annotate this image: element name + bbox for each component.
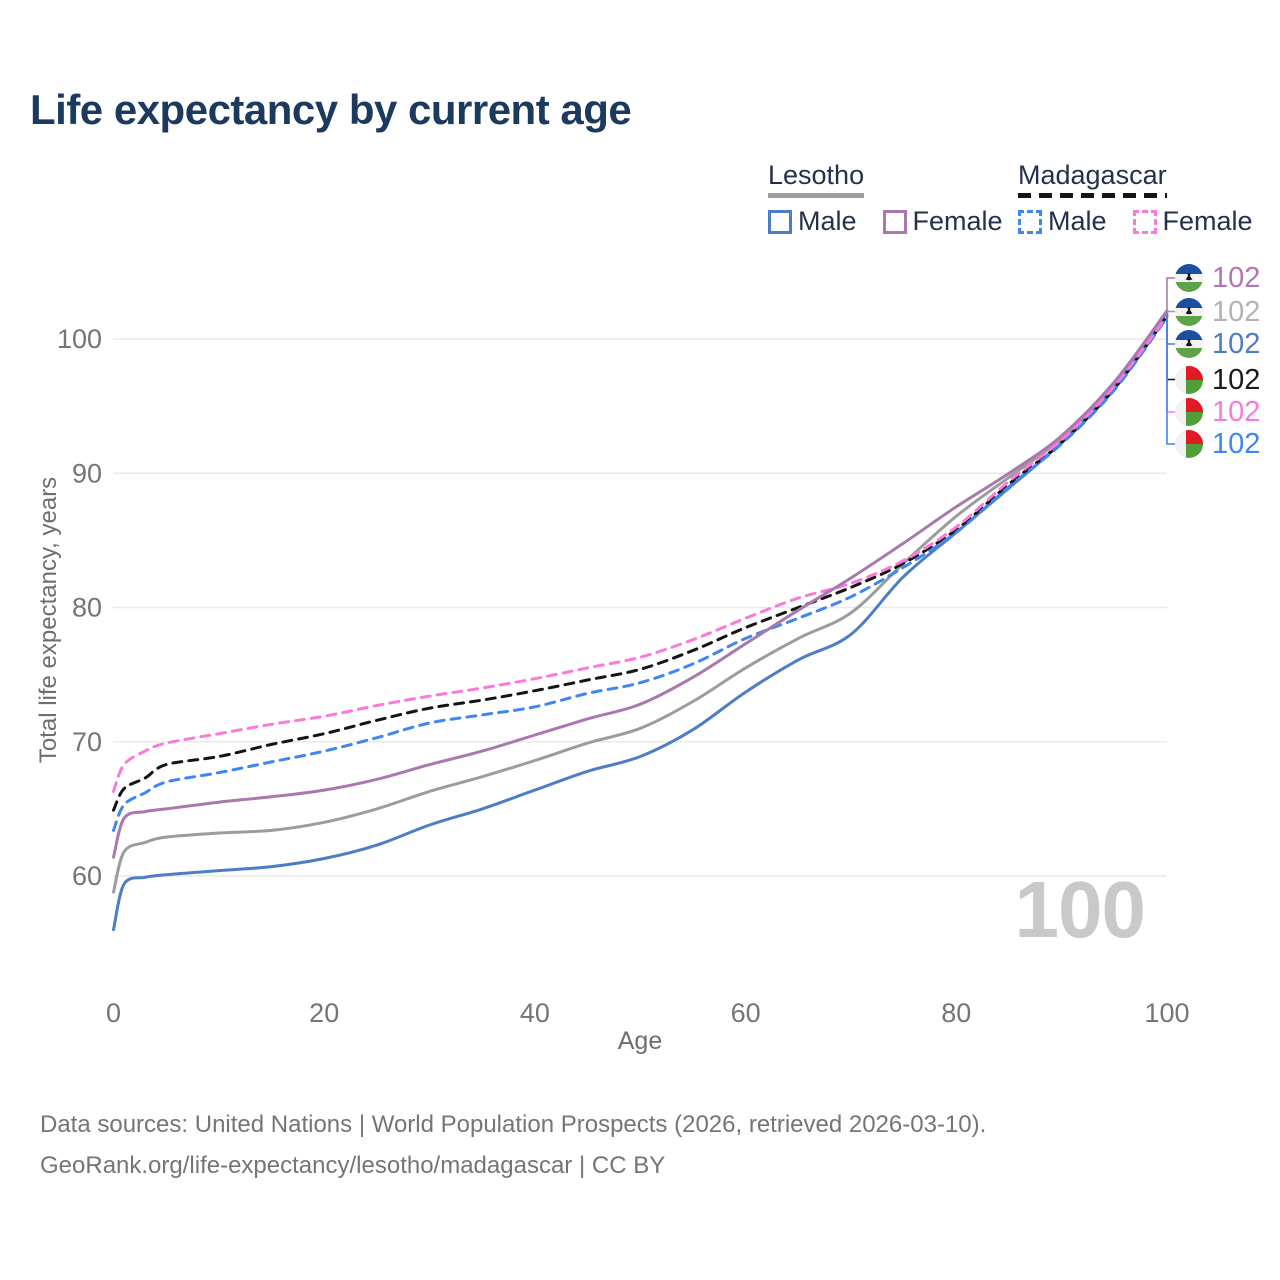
legend-item-label: Male bbox=[1048, 206, 1107, 236]
legend-country-label: Lesotho bbox=[768, 160, 865, 190]
legend-item-madagascar-male: Male bbox=[1018, 206, 1107, 237]
legend-item-madagascar-female: Female bbox=[1132, 206, 1253, 237]
y-tick-label: 80 bbox=[72, 593, 102, 623]
series-lines bbox=[112, 309, 1169, 932]
legend-group-madagascar: Madagascar Male Female bbox=[1018, 160, 1253, 237]
end-value: 102 bbox=[1212, 363, 1261, 396]
y-tick-label: 90 bbox=[72, 458, 102, 488]
madagascar-flag-icon bbox=[1175, 430, 1203, 458]
x-axis-tick-labels: 0 20 40 60 80 100 bbox=[106, 998, 1190, 1028]
series-end-label: 102 bbox=[1175, 295, 1261, 328]
lesotho-flag-icon bbox=[1175, 297, 1203, 326]
series-end-label: 102 bbox=[1175, 328, 1261, 360]
legend-item-lesotho-male: Male bbox=[768, 206, 857, 237]
legend-country-label: Madagascar bbox=[1018, 160, 1167, 190]
y-axis-tick-labels: 60 70 80 90 100 bbox=[57, 324, 102, 891]
lesotho-flag-icon bbox=[1175, 330, 1203, 358]
legend-group-lesotho: Lesotho Male Female bbox=[768, 160, 1003, 237]
legend-item-label: Female bbox=[1162, 206, 1253, 236]
end-value: 102 bbox=[1212, 262, 1261, 294]
legend-item-label: Male bbox=[798, 206, 857, 236]
x-tick-label: 0 bbox=[106, 998, 121, 1028]
y-tick-label: 60 bbox=[72, 861, 102, 891]
series-end-label: 102 bbox=[1175, 363, 1261, 396]
end-label-connector bbox=[1166, 277, 1176, 311]
series-end-label: 102 bbox=[1175, 262, 1261, 294]
end-value: 102 bbox=[1212, 295, 1261, 328]
footer: Data sources: United Nations | World Pop… bbox=[40, 1104, 986, 1186]
lesotho-flag-icon bbox=[1175, 264, 1203, 292]
attribution-line: GeoRank.org/life-expectancy/lesotho/mada… bbox=[40, 1152, 666, 1179]
legend-line-style-sample bbox=[768, 193, 864, 198]
end-value: 102 bbox=[1212, 428, 1261, 460]
series-line-madagascar-both-sexes bbox=[112, 314, 1169, 812]
x-tick-label: 40 bbox=[520, 998, 550, 1028]
legend-line-style-sample bbox=[1018, 193, 1167, 198]
series-line-madagascar-female bbox=[112, 314, 1169, 793]
x-tick-label: 20 bbox=[309, 998, 339, 1028]
legend-swatch-icon bbox=[882, 209, 907, 234]
madagascar-flag-icon bbox=[1175, 398, 1203, 426]
legend-swatch-icon bbox=[768, 209, 792, 234]
end-label-connectors bbox=[1166, 277, 1176, 445]
madagascar-flag-icon bbox=[1175, 365, 1203, 394]
legend-items: Male Female bbox=[768, 206, 1003, 237]
series-line-lesotho-male bbox=[112, 313, 1169, 932]
legend-item-lesotho-female: Female bbox=[882, 206, 1003, 237]
data-source-line: Data sources: United Nations | World Pop… bbox=[40, 1111, 987, 1138]
legend-swatch-icon bbox=[1132, 209, 1157, 234]
end-label-connector bbox=[1166, 310, 1176, 313]
series-end-label: 102 bbox=[1175, 396, 1261, 428]
x-axis-title: Age bbox=[618, 1027, 662, 1055]
x-tick-label: 100 bbox=[1144, 998, 1189, 1028]
y-axis-title: Total life expectancy, years bbox=[35, 477, 62, 763]
series-line-lesotho-female bbox=[112, 309, 1169, 859]
x-tick-label: 80 bbox=[941, 998, 971, 1028]
legend-item-label: Female bbox=[912, 206, 1003, 236]
page-title: Life expectancy by current age bbox=[30, 86, 632, 133]
legend-items: Male Female bbox=[1018, 206, 1253, 237]
x-tick-label: 60 bbox=[731, 998, 761, 1028]
y-tick-label: 70 bbox=[72, 727, 102, 757]
series-line-lesotho-both-sexes bbox=[112, 310, 1169, 894]
series-end-label: 102 bbox=[1175, 428, 1261, 460]
y-tick-label: 100 bbox=[57, 324, 102, 354]
end-value: 102 bbox=[1212, 328, 1261, 360]
legend-swatch-icon bbox=[1018, 209, 1042, 234]
age-counter-watermark: 100 bbox=[1014, 865, 1146, 954]
end-value: 102 bbox=[1212, 396, 1261, 428]
end-label-connector bbox=[1166, 317, 1176, 445]
series-line-madagascar-male bbox=[112, 316, 1169, 832]
